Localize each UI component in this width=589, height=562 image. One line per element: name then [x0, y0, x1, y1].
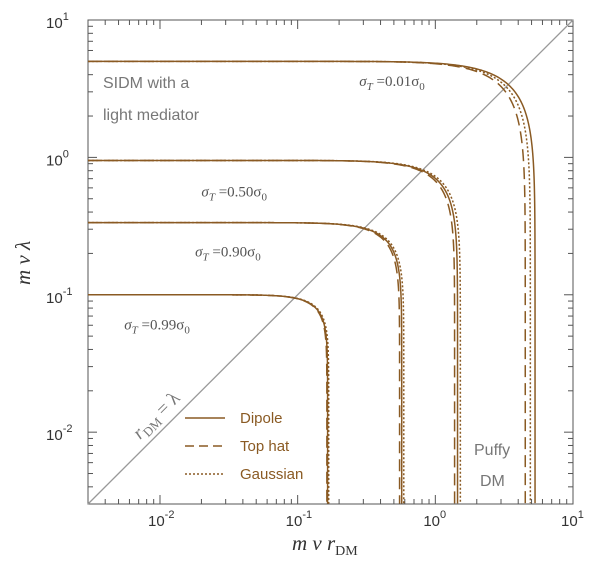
y-tick-label: 101	[46, 11, 69, 32]
axis-ticks	[87, 19, 574, 505]
y-axis-title: m v λ	[11, 241, 35, 285]
curve-gaussian-3	[88, 294, 330, 504]
puffy-label-line2: DM	[480, 473, 505, 490]
diagonal-line	[87, 19, 574, 505]
sigma-label-2: σT =0.90σ0	[195, 244, 261, 263]
x-axis-title-sub: DM	[335, 544, 358, 559]
y-tick-labels: 10-2 10-1 100 101	[46, 11, 72, 444]
diagonal-label: rDM = λ	[129, 387, 187, 445]
sigma-label-3: σT =0.99σ0	[124, 317, 190, 336]
curve-labels: σT =0.01σ0 σT =0.50σ0 σT =0.90σ0 σT =0.99σ0	[124, 74, 425, 336]
curve-gaussian-1	[88, 159, 462, 504]
x-tick-labels: 10-2 10-1 100 101	[148, 509, 584, 530]
legend: Dipole Top hat Gaussian	[185, 410, 303, 483]
legend-gaussian-label: Gaussian	[240, 466, 303, 483]
x-tick-label: 101	[561, 509, 584, 530]
curve-gaussian-0	[88, 60, 532, 504]
x-axis-title: m v rDM	[292, 531, 358, 559]
sigma-label-0: σT =0.01σ0	[359, 74, 425, 93]
y-tick-label: 10-2	[46, 423, 72, 444]
sidm-label-line2: light mediator	[103, 107, 200, 124]
sigma-label-1: σT =0.50σ0	[201, 184, 267, 203]
legend-tophat-label: Top hat	[240, 438, 290, 455]
y-tick-label: 100	[46, 148, 69, 169]
curve-top-hat-2	[88, 221, 401, 504]
curve-gaussian-2	[88, 221, 405, 504]
legend-dipole-label: Dipole	[240, 410, 283, 427]
x-axis-title-main: m v r	[292, 531, 336, 555]
x-tick-label: 10-2	[148, 509, 174, 530]
curves	[88, 60, 536, 504]
x-tick-label: 100	[423, 509, 446, 530]
sidm-label-line1: SIDM with a	[103, 75, 189, 92]
puffy-label-line1: Puffy	[474, 442, 510, 459]
curve-top-hat-3	[88, 294, 328, 504]
x-tick-label: 10-1	[286, 509, 312, 530]
plot-frame	[87, 19, 574, 505]
y-tick-label: 10-1	[46, 286, 72, 307]
svg-text:rDM = λ: rDM = λ	[129, 387, 187, 445]
curve-dipole-2	[88, 221, 403, 504]
